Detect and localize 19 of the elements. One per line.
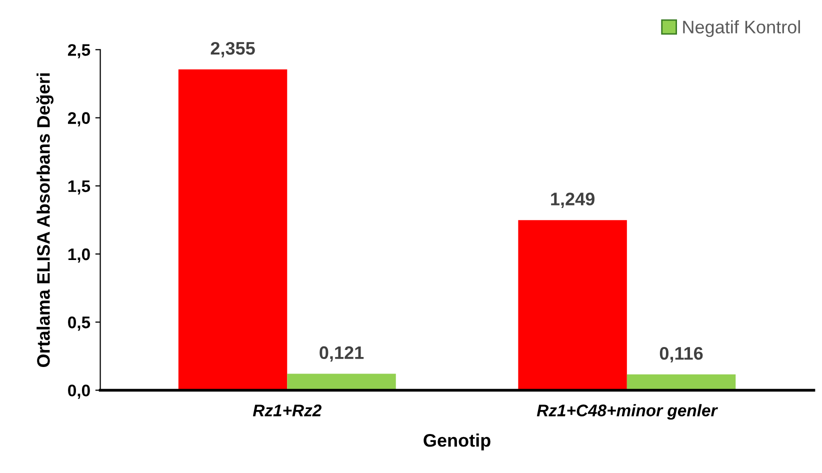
data-label: 1,249 <box>551 192 594 208</box>
data-label: 0,116 <box>660 346 703 362</box>
y-tick-label: 1,0 <box>68 248 90 263</box>
bar <box>178 69 288 390</box>
bar <box>626 374 736 390</box>
data-label: 0,121 <box>320 346 364 362</box>
x-tick-label: Rz1+C48+minor genler <box>536 404 718 420</box>
legend-label: Negatif Kontrol <box>683 20 800 38</box>
y-tick-label: 1,5 <box>68 180 90 195</box>
x-tick-label: Rz1+Rz2 <box>252 404 322 416</box>
x-axis-title: Genotip <box>424 434 490 450</box>
y-axis-title: Ortalama ELISA Absorbans Değeri <box>36 73 54 368</box>
y-tick-label: 2,5 <box>68 44 90 58</box>
data-label: 2,355 <box>210 42 255 58</box>
bar <box>287 374 396 390</box>
y-tick-label: 0,5 <box>68 316 90 331</box>
bar <box>518 220 627 390</box>
y-tick-label: 0,0 <box>68 384 90 399</box>
y-tick-label: 2,0 <box>68 112 90 126</box>
